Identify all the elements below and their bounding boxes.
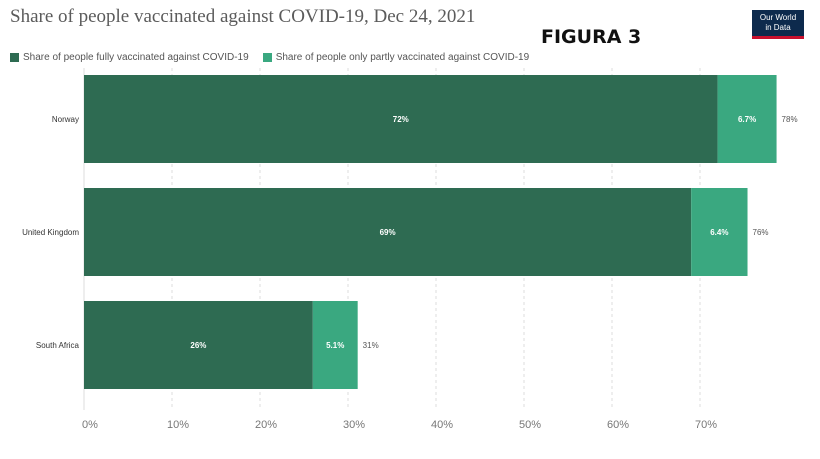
legend-label-partly: Share of people only partly vaccinated a… xyxy=(275,52,530,63)
x-tick-label: 70% xyxy=(695,419,717,431)
bar-data-label: 6.7% xyxy=(738,115,756,124)
bar-fully-vaccinated[interactable] xyxy=(84,301,313,389)
bar-partly-vaccinated[interactable] xyxy=(691,188,748,276)
x-tick-label: 20% xyxy=(255,419,277,431)
legend-swatch-partly xyxy=(262,53,272,62)
category-label: South Africa xyxy=(36,341,80,350)
figure-label: FIGURA 3 xyxy=(541,26,642,48)
bar-partly-vaccinated[interactable] xyxy=(717,75,777,163)
chart-title: Share of people vaccinated against COVID… xyxy=(10,6,476,27)
bar-fully-vaccinated[interactable] xyxy=(84,188,692,276)
chart-legend: Share of people fully vaccinated against… xyxy=(10,52,543,63)
x-tick-label: 40% xyxy=(431,419,453,431)
bar-fully-vaccinated[interactable] xyxy=(84,75,718,163)
bar-data-label: 26% xyxy=(190,341,206,350)
x-tick-label: 50% xyxy=(519,419,541,431)
owid-logo[interactable]: Our World in Data xyxy=(752,10,804,39)
x-tick-label: 30% xyxy=(343,419,365,431)
bar-total-label: 78% xyxy=(782,115,798,124)
logo-line-2: in Data xyxy=(765,23,791,32)
x-tick-label: 60% xyxy=(607,419,629,431)
category-label: Norway xyxy=(52,115,79,124)
bar-data-label: 69% xyxy=(380,228,396,237)
bar-total-label: 76% xyxy=(753,228,769,237)
legend-label-fully: Share of people fully vaccinated against… xyxy=(23,52,249,63)
logo-line-1: Our World xyxy=(759,13,797,22)
bar-data-label: 5.1% xyxy=(326,341,344,350)
bar-partly-vaccinated[interactable] xyxy=(312,301,358,389)
legend-item-partly[interactable]: Share of people only partly vaccinated a… xyxy=(262,52,530,63)
category-label: United Kingdom xyxy=(22,228,79,237)
bar-data-label: 72% xyxy=(393,115,409,124)
x-tick-label: 0% xyxy=(82,419,98,431)
bar-data-label: 6.4% xyxy=(710,228,728,237)
legend-swatch-fully xyxy=(10,53,19,62)
legend-item-fully[interactable]: Share of people fully vaccinated against… xyxy=(10,52,249,63)
x-tick-label: 10% xyxy=(167,419,189,431)
bar-total-label: 31% xyxy=(363,341,379,350)
